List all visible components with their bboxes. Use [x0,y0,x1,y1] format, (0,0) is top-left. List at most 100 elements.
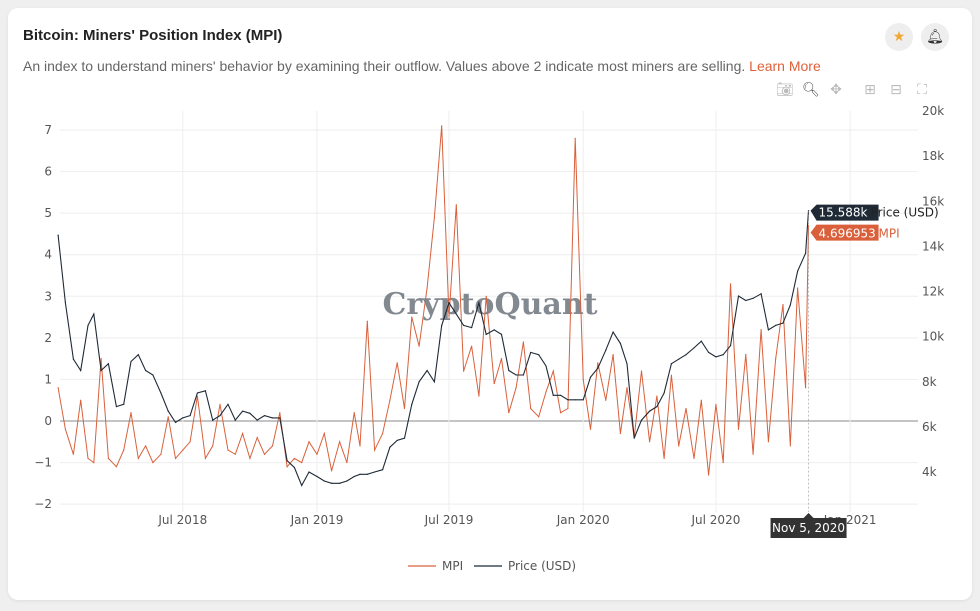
y-left-tick-label: 3 [44,289,52,303]
mpi-point [389,399,391,401]
mpi-point [196,395,198,397]
mpi-point [663,457,665,460]
mpi-point [700,399,702,401]
price-point [433,381,436,383]
camera-icon[interactable]: 📷︎ [776,82,794,98]
mpi-point [64,428,66,430]
mpi-point [418,345,420,347]
x-tick-label: Jan 2020 [556,513,610,527]
y-right-tick-label: 4k [922,465,937,479]
price-point [80,369,82,372]
y-right-tick-label: 12k [922,285,944,299]
mpi-point [455,204,457,206]
mpi-point [182,449,184,451]
mpi-point [80,399,82,401]
price-point [708,351,710,354]
mpi-point [227,449,229,451]
price-point [57,234,59,236]
price-point [745,299,747,302]
price-point [626,363,628,365]
price-point [249,412,251,414]
price-point [589,376,592,378]
mpi-point [670,374,673,376]
price-point [293,466,295,469]
mpi-point [234,453,236,455]
mpi-point [522,341,524,343]
price-point [685,354,687,356]
price-point [339,482,341,484]
price-point [656,405,658,408]
price-point [559,394,562,396]
price-point [234,419,236,421]
mpi-point [279,412,281,414]
price-point [115,405,118,408]
mpi-point [545,391,547,393]
mpi-point [508,412,510,414]
mpi-point [626,387,628,389]
mpi-point [57,387,59,389]
x-tick-label: Jul 2020 [691,513,741,527]
mpi-point [130,412,132,414]
mpi-point [448,316,450,318]
y-right-tick-label: 18k [922,149,944,163]
mpi-point [538,416,540,418]
y-right-tick-label: 8k [922,375,937,389]
price-point [485,333,487,335]
date-tooltip-box [770,513,847,538]
price-point [353,475,355,478]
price-point [663,392,665,394]
price-point [605,349,607,351]
price-point [640,419,643,421]
price-point [167,410,169,412]
price-tooltip-label: Price (USD) [871,206,939,220]
alert-button[interactable]: 🔔︎ [921,23,949,51]
pan-icon[interactable]: ✥ [830,82,842,98]
price-point [693,347,695,349]
mpi-point [301,461,303,464]
price-point [455,313,457,315]
mpi-point [353,412,355,414]
price-point [359,473,361,475]
y-left-tick-label: 1 [44,372,52,386]
mpi-point [263,453,266,455]
mpi-point [693,457,695,460]
zoom-icon[interactable]: 🔍︎ [802,82,820,98]
price-point [508,369,510,372]
mpi-point [530,407,532,410]
mpi-tooltip-box [810,224,879,241]
mpi-point [597,362,599,364]
mpi-point [640,370,643,372]
price-point [737,295,740,297]
learn-more-link[interactable]: Learn More [749,58,821,74]
mpi-point [137,457,139,460]
autoscale-icon[interactable]: ⛶ [917,82,927,98]
mpi-point [152,461,154,464]
price-point [567,399,569,401]
price-point [760,293,762,295]
mpi-point [219,403,221,405]
mpi-point [242,432,244,435]
legend-price-label: Price (USD) [508,559,576,573]
price-point [87,324,89,326]
y-right-tick-label: 20k [922,104,944,118]
favorite-button[interactable]: ★ [885,23,913,51]
y-right-tick-label: 16k [922,194,944,208]
mpi-point [308,441,310,443]
chart-toolbar: 📷︎ 🔍︎ ✥ ⊞ ⊟ ⛶ [776,82,930,98]
mpi-point [189,441,191,443]
mpi-point [775,358,777,360]
price-point [805,252,807,254]
price-point [382,469,384,471]
mpi-point [493,382,495,385]
mpi-point [293,457,295,460]
mpi-point [316,453,318,455]
x-tick-label: Jan 2019 [290,513,344,527]
mpi-tooltip-label: MPI [879,227,900,241]
zoom-in-icon[interactable]: ⊞ [864,82,876,98]
mpi-point [722,461,724,464]
mpi-point [123,449,125,451]
date-tooltip-text: Nov 5, 2020 [772,521,845,535]
zoom-out-icon[interactable]: ⊟ [890,82,902,98]
mpi-point [382,432,384,435]
